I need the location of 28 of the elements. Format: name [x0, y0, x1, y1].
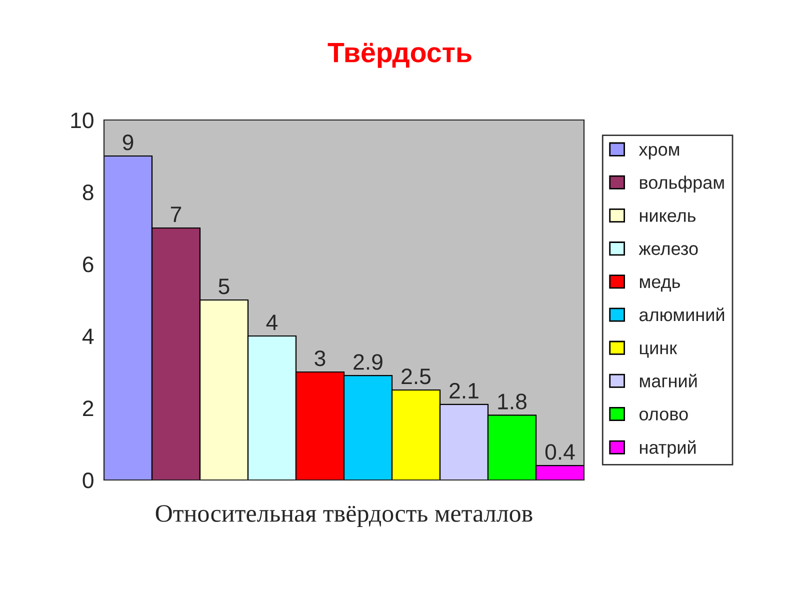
data-label: 2.1 — [450, 382, 478, 398]
legend-label: магний — [640, 374, 697, 388]
legend-label: вольфрам — [640, 176, 724, 192]
y-tick-label: 0 — [82, 472, 94, 488]
y-tick-label: 6 — [83, 256, 94, 272]
y-tick-label: 8 — [82, 184, 94, 200]
legend-label: медь — [640, 278, 680, 292]
y-tick-label: 4 — [82, 328, 94, 344]
data-label: 3 — [314, 350, 326, 366]
x-axis-title: Относительная твёрдость металлов — [156, 505, 532, 527]
legend-label: алюминий — [640, 308, 724, 322]
legend-label: никель — [640, 212, 696, 222]
legend-label: натрий — [640, 440, 696, 458]
data-label: 1.8 — [498, 394, 526, 410]
legend-label: хром — [638, 146, 680, 160]
data-label: 4 — [266, 314, 278, 330]
data-label: 2.9 — [354, 354, 382, 370]
data-label: 7 — [170, 206, 182, 222]
y-tick-label: 10 — [71, 112, 94, 128]
y-tick-label: 2 — [83, 400, 94, 416]
data-label: 0.4 — [545, 444, 575, 460]
data-label: 9 — [122, 134, 134, 150]
legend-label: олово — [640, 410, 688, 420]
data-label: 5 — [218, 278, 230, 294]
data-label: 2.5 — [402, 368, 431, 384]
chart-title: Твёрдость — [328, 42, 472, 68]
legend-label: железо — [638, 245, 698, 256]
legend-label: цинк — [640, 344, 678, 358]
